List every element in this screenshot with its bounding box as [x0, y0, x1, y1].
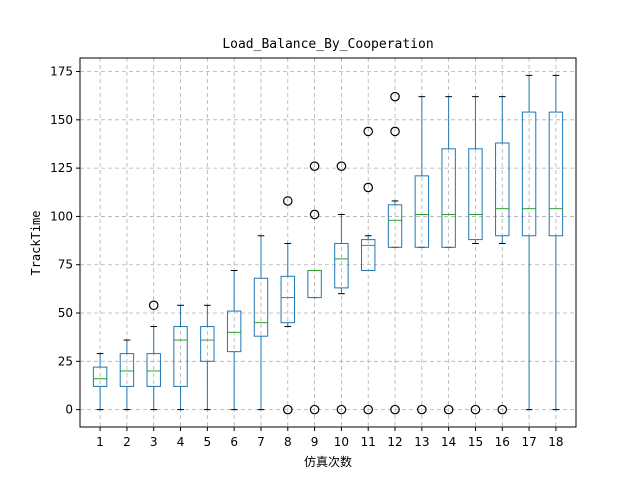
x-tick-label: 1 — [96, 435, 104, 449]
y-tick-label: 75 — [58, 258, 73, 272]
outlier-point — [309, 209, 320, 220]
x-axis-label: 仿真次数 — [304, 454, 352, 469]
box-group-16 — [495, 96, 510, 415]
iqr-box — [441, 148, 456, 248]
outlier-point — [443, 404, 454, 415]
box-group-5 — [200, 304, 215, 411]
box-group-9 — [307, 161, 322, 415]
outlier-point — [417, 404, 427, 415]
x-tick-label: 14 — [441, 435, 456, 449]
y-axis: 0 25 50 75 100 125 150 175 — [50, 65, 80, 417]
outlier-point — [363, 404, 374, 415]
x-axis: 1 2 3 4 5 6 7 8 9 10 11 12 13 14 15 16 17 18 — [96, 427, 564, 449]
outlier-point — [336, 161, 347, 171]
x-tick-label: 2 — [123, 435, 131, 449]
x-tick-label: 11 — [361, 435, 376, 449]
y-tick-label: 50 — [58, 306, 73, 320]
iqr-box — [280, 275, 295, 324]
box-group-14 — [441, 96, 456, 415]
iqr-box — [361, 239, 376, 272]
x-tick-label: 9 — [311, 435, 319, 449]
box-group-18 — [548, 74, 564, 411]
box-group-17 — [521, 74, 537, 411]
x-tick-label: 4 — [177, 435, 185, 449]
outlier-point — [390, 404, 400, 415]
x-tick-label: 5 — [204, 435, 212, 449]
outlier-point — [390, 126, 400, 137]
box-group-12 — [387, 91, 403, 415]
y-tick-label: 150 — [50, 113, 73, 127]
iqr-box — [521, 111, 537, 237]
outlier-point — [282, 404, 293, 415]
x-tick-label: 15 — [468, 435, 483, 449]
iqr-box — [334, 242, 349, 289]
box-group-2 — [119, 339, 135, 411]
iqr-box — [468, 148, 483, 241]
box-group-3 — [146, 300, 161, 411]
outlier-point — [470, 404, 481, 415]
box-group-13 — [414, 96, 430, 415]
plot-frame — [79, 57, 577, 428]
box-group-1 — [92, 353, 108, 411]
x-tick-label: 17 — [521, 435, 536, 449]
x-tick-label: 3 — [150, 435, 158, 449]
y-tick-label: 100 — [50, 209, 73, 223]
iqr-box — [119, 353, 135, 387]
iqr-box — [200, 326, 215, 362]
y-tick-label: 25 — [58, 354, 73, 368]
box-group-7 — [253, 235, 269, 411]
box-group-6 — [226, 270, 242, 411]
x-tick-label: 12 — [387, 435, 402, 449]
iqr-box — [92, 366, 108, 387]
outlier-point — [497, 404, 508, 415]
iqr-box — [495, 142, 510, 237]
box-group-10 — [334, 161, 349, 415]
outlier-point — [336, 404, 347, 415]
x-tick-label: 6 — [230, 435, 238, 449]
outlier-point — [363, 126, 374, 137]
iqr-box — [414, 175, 430, 248]
box-layer — [92, 74, 564, 415]
iqr-box — [173, 326, 188, 387]
outlier-point — [309, 161, 320, 171]
chart-title: Load_Balance_By_Cooperation — [222, 37, 433, 52]
outlier-point — [363, 182, 374, 193]
box-group-4 — [173, 304, 188, 411]
y-tick-label: 175 — [50, 65, 73, 79]
iqr-box — [146, 353, 161, 387]
x-tick-label: 8 — [284, 435, 292, 449]
x-tick-label: 18 — [548, 435, 563, 449]
outlier-point — [309, 404, 320, 415]
iqr-box — [253, 277, 269, 337]
y-axis-label: TrackTime — [29, 210, 43, 275]
outlier-point — [148, 300, 159, 311]
iqr-box — [226, 310, 242, 353]
outlier-point — [282, 196, 293, 206]
y-tick-label: 125 — [50, 161, 73, 175]
x-tick-label: 7 — [257, 435, 265, 449]
x-tick-label: 10 — [334, 435, 349, 449]
x-tick-label: 16 — [495, 435, 510, 449]
iqr-box — [548, 111, 564, 237]
x-tick-label: 13 — [414, 435, 429, 449]
iqr-box — [387, 204, 403, 248]
box-group-15 — [468, 96, 483, 415]
box-group-8 — [280, 196, 295, 415]
outlier-point — [390, 91, 400, 102]
box-group-11 — [361, 126, 376, 415]
y-tick-label: 0 — [65, 403, 73, 417]
